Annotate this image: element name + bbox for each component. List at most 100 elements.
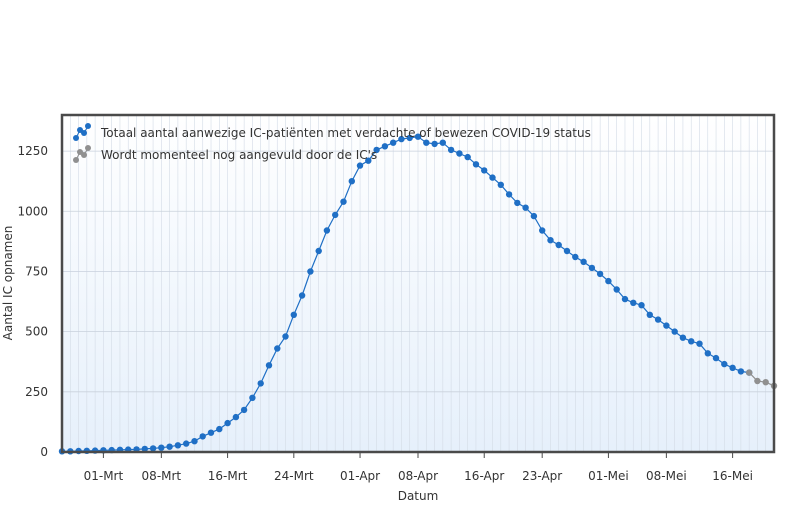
data-point[interactable] [547, 237, 554, 244]
data-point[interactable] [472, 161, 480, 168]
x-tick-label: 16-Apr [464, 469, 504, 483]
legend-marker-icon [85, 123, 91, 129]
data-point[interactable] [381, 143, 389, 150]
data-point[interactable] [439, 139, 446, 146]
data-point[interactable] [514, 199, 521, 207]
data-point[interactable] [737, 368, 745, 375]
data-point[interactable] [348, 178, 355, 185]
data-point[interactable] [158, 444, 165, 451]
data-point[interactable] [423, 139, 430, 146]
y-axis-title: Aantal IC opnamen [1, 226, 15, 341]
data-point[interactable] [563, 247, 571, 255]
data-point[interactable] [191, 438, 198, 445]
data-point[interactable] [572, 253, 579, 261]
y-tick-label: 500 [25, 325, 48, 339]
data-point[interactable] [481, 167, 488, 174]
data-point[interactable] [679, 334, 687, 341]
data-point[interactable] [596, 270, 604, 278]
data-point[interactable] [257, 380, 264, 387]
y-tick-label: 1250 [17, 144, 48, 158]
data-point[interactable] [149, 445, 157, 452]
data-point[interactable] [431, 140, 438, 148]
data-point[interactable] [323, 227, 331, 234]
series-layer [58, 133, 778, 455]
legend[interactable]: Totaal aantal aanwezige IC-patiënten met… [73, 123, 591, 163]
data-point[interactable] [588, 264, 596, 272]
data-point[interactable] [141, 445, 148, 453]
legend-item-2[interactable]: Wordt momenteel nog aangevuld door de IC… [73, 145, 377, 163]
data-point[interactable] [307, 268, 314, 275]
data-point[interactable] [290, 311, 297, 318]
data-point[interactable] [456, 150, 463, 157]
data-point[interactable] [282, 333, 289, 340]
data-point[interactable] [398, 135, 405, 143]
data-point[interactable] [605, 277, 612, 285]
data-point[interactable] [390, 139, 397, 146]
data-point[interactable] [340, 198, 347, 205]
legend-marker-icon [81, 152, 87, 158]
data-point[interactable] [729, 364, 736, 371]
data-point[interactable] [183, 440, 190, 447]
data-point[interactable] [754, 377, 761, 385]
data-point[interactable] [265, 362, 273, 369]
legend-marker-icon [73, 135, 79, 141]
data-point[interactable] [166, 443, 173, 450]
data-point[interactable] [365, 157, 372, 164]
data-point[interactable] [671, 328, 678, 335]
axis-ticks: 0 250 500 750 1000 1250 01-Mrt 08-Mrt 16-Mrt 24-M… [17, 144, 752, 483]
data-point[interactable] [762, 379, 769, 386]
data-point[interactable] [489, 174, 496, 181]
data-point[interactable] [621, 295, 629, 303]
data-point[interactable] [497, 181, 504, 188]
data-point[interactable] [240, 406, 248, 414]
data-point[interactable] [646, 311, 653, 318]
data-point[interactable] [721, 360, 728, 368]
data-point[interactable] [406, 134, 413, 142]
data-point[interactable] [712, 354, 720, 362]
x-axis-title: Datum [398, 489, 439, 503]
x-tick-label: 01-Mrt [84, 469, 124, 483]
y-tick-label: 0 [40, 445, 48, 459]
data-point[interactable] [638, 302, 645, 309]
data-point[interactable] [522, 204, 529, 211]
data-point[interactable] [464, 153, 471, 161]
data-point[interactable] [447, 146, 455, 154]
data-point[interactable] [530, 212, 538, 220]
x-tick-label: 16-Mei [712, 469, 753, 483]
data-point[interactable] [654, 316, 662, 323]
data-point[interactable] [704, 350, 711, 357]
data-point[interactable] [555, 241, 562, 249]
data-point[interactable] [274, 345, 281, 352]
data-point[interactable] [696, 340, 703, 347]
data-point[interactable] [216, 425, 223, 433]
data-point[interactable] [505, 191, 513, 198]
data-point[interactable] [207, 429, 215, 436]
legend-label: Wordt momenteel nog aangevuld door de IC… [101, 148, 377, 162]
data-point[interactable] [580, 258, 587, 265]
data-point[interactable] [663, 322, 670, 329]
x-tick-label: 23-Apr [522, 469, 562, 483]
legend-item-1[interactable]: Totaal aantal aanwezige IC-patiënten met… [73, 123, 591, 141]
data-point[interactable] [174, 442, 182, 449]
data-point[interactable] [613, 286, 620, 293]
data-point[interactable] [298, 292, 306, 299]
data-point[interactable] [249, 394, 256, 401]
data-point[interactable] [539, 227, 546, 234]
data-point[interactable] [414, 133, 422, 140]
data-point[interactable] [630, 299, 637, 306]
data-point[interactable] [315, 247, 322, 255]
data-point[interactable] [373, 146, 380, 154]
data-point[interactable] [224, 419, 231, 427]
x-tick-label: 08-Mei [646, 469, 687, 483]
series-line-2 [748, 372, 775, 387]
data-point[interactable] [199, 433, 206, 440]
data-point[interactable] [356, 162, 364, 169]
x-tick-label: 01-Mei [588, 469, 629, 483]
y-tick-label: 750 [25, 264, 48, 278]
legend-label: Totaal aantal aanwezige IC-patiënten met… [100, 126, 591, 140]
data-point[interactable] [232, 413, 240, 421]
data-point[interactable] [688, 338, 695, 345]
data-point[interactable] [332, 211, 339, 219]
data-point[interactable] [746, 369, 753, 376]
